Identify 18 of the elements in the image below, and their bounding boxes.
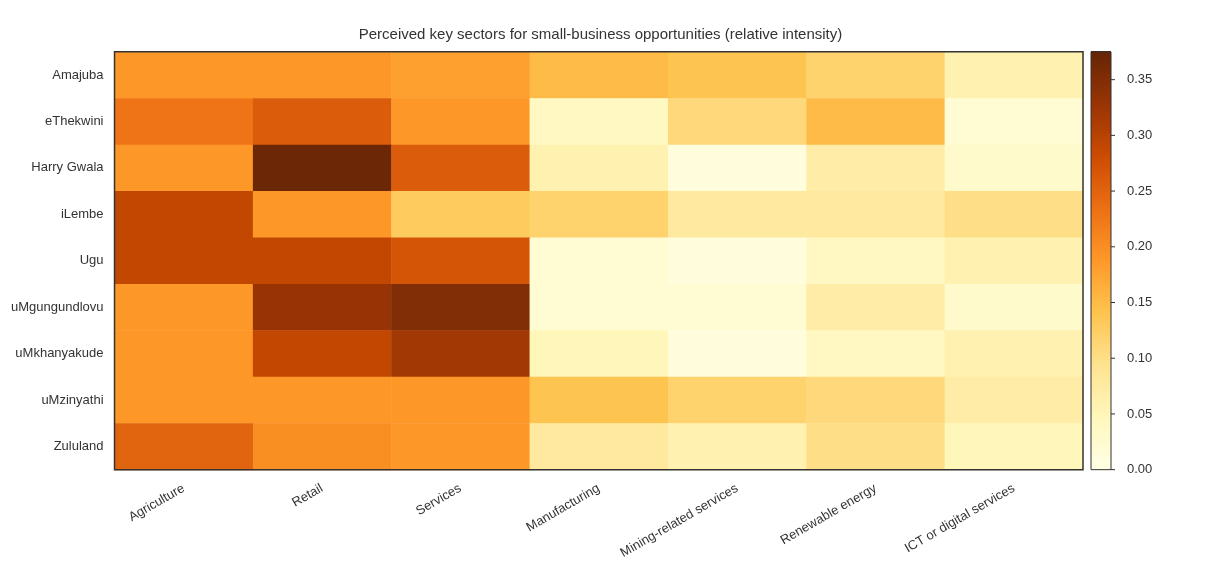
- color-bar-label: 0.15: [1127, 294, 1153, 310]
- y-tick-label: Zululand: [53, 438, 104, 454]
- color-bar-label: 0.10: [1127, 349, 1153, 365]
- y-tick-label: Amajuba: [52, 66, 105, 82]
- color-bar-label: 0.20: [1127, 238, 1153, 254]
- y-tick-label: uMgungundlovu: [10, 298, 104, 314]
- y-tick-label: uMzinyathi: [41, 391, 104, 407]
- y-tick-label: iLembe: [60, 205, 104, 221]
- y-tick-label: Ugu: [79, 252, 104, 268]
- color-bar-label: 0.35: [1127, 71, 1153, 87]
- y-tick-label: uMkhanyakude: [15, 345, 104, 361]
- color-bar-label: 0.25: [1127, 182, 1153, 198]
- color-bar-label: 0.05: [1127, 405, 1153, 421]
- chart-title: Perceived key sectors for small-business opportunities (relative intensity): [358, 24, 843, 42]
- y-tick-label: eThekwini: [44, 113, 104, 129]
- color-bar-label: 0.00: [1127, 461, 1153, 477]
- color-bar-label: 0.30: [1127, 126, 1153, 142]
- y-tick-label: Harry Gwala: [31, 159, 105, 175]
